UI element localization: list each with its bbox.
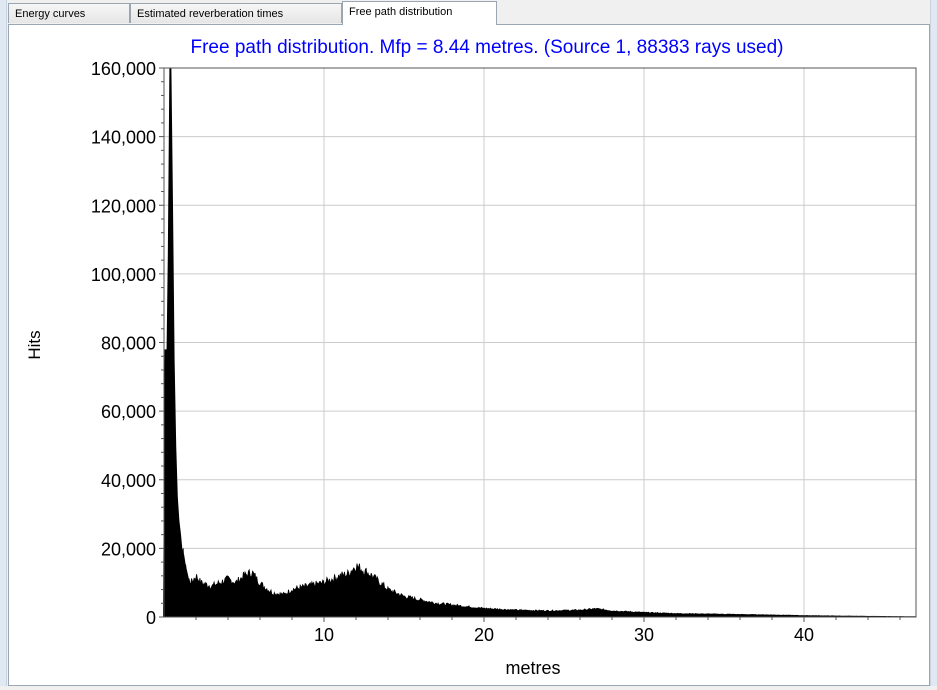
x-tick-label: 40	[794, 625, 814, 645]
y-tick-label: 100,000	[91, 265, 156, 285]
y-axis-label: Hits	[25, 330, 44, 359]
y-tick-label: 20,000	[101, 539, 156, 559]
y-tick-label: 120,000	[91, 196, 156, 216]
tab-energy-curves[interactable]: Energy curves	[8, 3, 130, 23]
tab-free-path-distribution[interactable]: Free path distribution	[342, 1, 497, 25]
x-tick-label: 20	[474, 625, 494, 645]
y-axis-ticks: 0 20,000 40,000 60,000 80,000 100,000 120,000 1…	[91, 59, 164, 628]
grid-lines	[164, 68, 916, 617]
tab-strip: Energy curves Estimated reverberation ti…	[8, 0, 928, 25]
y-tick-label: 60,000	[101, 402, 156, 422]
series-peak-line	[163, 67, 189, 618]
x-tick-label: 10	[314, 625, 334, 645]
window-right-edge	[930, 0, 937, 686]
tab-estimated-reverberation-times[interactable]: Estimated reverberation times	[130, 3, 342, 23]
chart-title: Free path distribution. Mfp = 8.44 metre…	[191, 37, 784, 58]
series-area	[163, 86, 917, 618]
x-tick-label: 30	[634, 625, 654, 645]
y-tick-label: 0	[146, 608, 156, 628]
x-axis-ticks: 10 20 30 40	[195, 617, 901, 645]
chart-panel: 0 20,000 40,000 60,000 80,000 100,000 120,000 1…	[8, 24, 930, 686]
y-tick-label: 40,000	[101, 471, 156, 491]
x-axis-label: metres	[505, 658, 560, 678]
free-path-chart: 0 20,000 40,000 60,000 80,000 100,000 120,000 1…	[25, 37, 917, 678]
y-tick-label: 140,000	[91, 128, 156, 148]
window-left-edge	[0, 0, 7, 686]
y-tick-label: 80,000	[101, 334, 156, 354]
y-tick-label: 160,000	[91, 59, 156, 79]
